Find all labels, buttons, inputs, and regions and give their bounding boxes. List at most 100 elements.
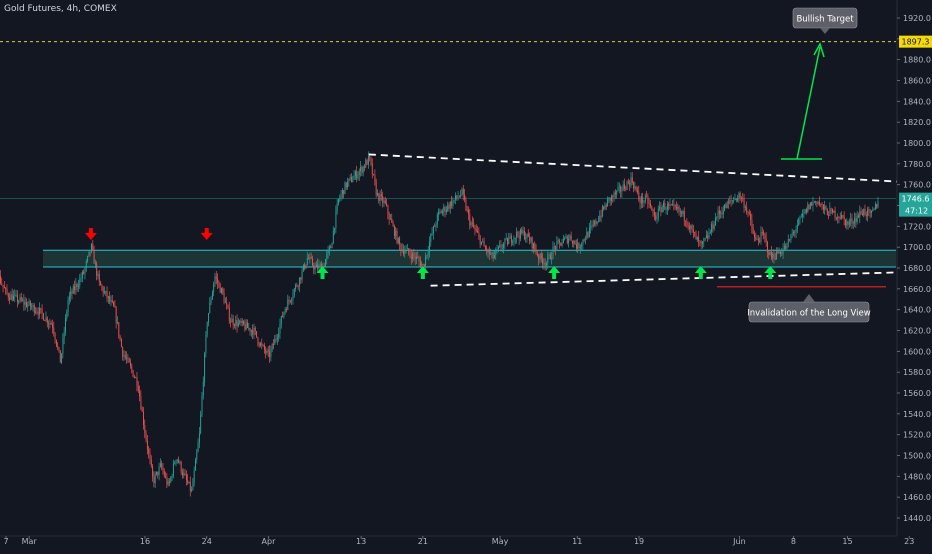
candle-body [874,204,876,210]
time-tick-label: May [492,537,509,546]
candle-body [367,155,369,165]
candle-body [555,246,557,250]
candle-body [614,192,616,195]
candle-body [660,207,662,212]
candle-body [401,249,403,251]
candle-body [556,241,558,250]
candle-body [551,257,553,260]
candle-body [465,199,467,210]
candle-body [136,377,138,386]
price-tick-label: 1800.0 [903,139,931,148]
candle-body [735,198,737,201]
candle-body [834,210,836,219]
candle-body [679,211,681,212]
candle-body [638,191,640,200]
candle-body [848,222,850,225]
candle-body [344,182,346,195]
candle-body [690,225,692,229]
candle-body [785,246,787,249]
candle-body [774,258,776,260]
candle-body [747,211,749,213]
candle-body [742,198,744,200]
candle-body [811,202,813,206]
candle-body [247,322,248,329]
candle-body [656,217,658,220]
candle-body [444,206,446,213]
candle-body [783,246,785,249]
candle-body [661,206,663,212]
candle-body [757,239,759,241]
price-tick-label: 1440.0 [903,514,931,523]
candle-body [587,232,589,237]
candle-body [253,327,255,335]
candle-body [360,167,362,172]
candle-body [193,470,195,483]
candle-body [257,337,259,344]
candle-body [767,242,768,253]
candle-body [564,237,566,240]
candle-body [716,217,718,219]
candle-body [182,472,183,476]
candle-body [839,217,841,219]
candle-body [852,223,854,225]
candle-body [197,442,199,453]
candle-body [780,251,781,254]
candle-body [237,322,239,327]
time-tick-label: 23 [904,537,914,546]
candle-body [327,250,329,255]
invalidation-callout-tail [803,294,815,302]
candle-body [189,481,191,491]
candle-body [130,362,131,366]
last-price-badge-text: 1746.6 [902,195,930,204]
candle-body [509,236,511,239]
candle-body [36,311,38,313]
candle-body [531,237,533,249]
candle-body [412,253,414,260]
candle-body [89,251,91,253]
candle-body [552,246,554,258]
candle-body [548,254,550,257]
candle-body [583,239,585,241]
candle-body [256,330,258,338]
candle-body [122,346,124,357]
candle-body [824,206,826,210]
candle-body [617,187,619,191]
candle-body [443,206,445,211]
candle-body [50,323,52,325]
candle-body [222,288,224,294]
candle-body [717,210,719,218]
candle-body [789,239,791,241]
candle-body [782,248,784,254]
candle-body [843,216,845,220]
candle-body [464,194,466,200]
candle-body [301,270,303,280]
candle-body [271,343,273,350]
candle-body [210,299,212,303]
candle-body [802,213,804,217]
projection-arrow-line [796,46,821,160]
candle-body [449,201,451,209]
candle-body [653,212,655,216]
candle-body [490,253,492,255]
candle-body [419,261,421,266]
candle-body [448,204,450,209]
candle-body [499,244,501,247]
candle-body [221,288,222,293]
candle-body [846,221,848,226]
candle-body [20,297,22,301]
candle-body [655,215,657,220]
candle-body [590,226,592,228]
candle-body [435,224,437,227]
candle-body [102,287,104,293]
candle-body [451,201,453,207]
candle-body [92,244,94,250]
candle-body [391,218,393,223]
candle-body [239,320,241,323]
candle-body [596,221,598,224]
candle-body [559,240,560,243]
candle-body [22,300,24,301]
time-axis-background [0,536,932,550]
